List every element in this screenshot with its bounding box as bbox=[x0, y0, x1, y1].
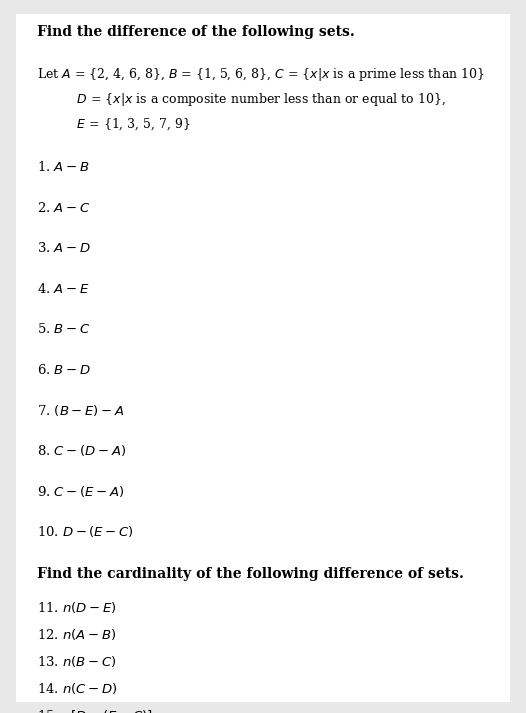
Text: $D$ = {$x$|$x$ is a composite number less than or equal to 10},: $D$ = {$x$|$x$ is a composite number les… bbox=[37, 91, 446, 108]
Text: 4. $A - E$: 4. $A - E$ bbox=[37, 282, 89, 296]
Text: 10. $D - (E - C)$: 10. $D - (E - C)$ bbox=[37, 524, 134, 539]
Text: 6. $B - D$: 6. $B - D$ bbox=[37, 363, 90, 376]
Text: 7. $(B - E) - A$: 7. $(B - E) - A$ bbox=[37, 403, 124, 418]
Text: 14. $n(C - D)$: 14. $n(C - D)$ bbox=[37, 681, 117, 696]
Text: 3. $A - D$: 3. $A - D$ bbox=[37, 241, 90, 255]
Text: 13. $n(B - C)$: 13. $n(B - C)$ bbox=[37, 654, 116, 669]
Text: 9. $C - (E - A)$: 9. $C - (E - A)$ bbox=[37, 484, 124, 499]
FancyBboxPatch shape bbox=[16, 14, 510, 702]
Text: Find the difference of the following sets.: Find the difference of the following set… bbox=[37, 25, 355, 39]
Text: 5. $B - C$: 5. $B - C$ bbox=[37, 322, 90, 336]
Text: 8. $C - (D - A)$: 8. $C - (D - A)$ bbox=[37, 443, 126, 458]
Text: $E$ = {1, 3, 5, 7, 9}: $E$ = {1, 3, 5, 7, 9} bbox=[37, 116, 191, 132]
Text: 1. $A - B$: 1. $A - B$ bbox=[37, 160, 89, 175]
Text: Let $A$ = {2, 4, 6, 8}, $B$ = {1, 5, 6, 8}, $C$ = {$x$|$x$ is a prime less than : Let $A$ = {2, 4, 6, 8}, $B$ = {1, 5, 6, … bbox=[37, 66, 484, 83]
Text: 12. $n(A - B)$: 12. $n(A - B)$ bbox=[37, 627, 116, 642]
Text: 2. $A - C$: 2. $A - C$ bbox=[37, 201, 90, 215]
Text: 15. $n[D - (E - C)]$: 15. $n[D - (E - C)]$ bbox=[37, 708, 153, 713]
Text: 11. $n(D - E)$: 11. $n(D - E)$ bbox=[37, 600, 117, 615]
Text: Find the cardinality of the following difference of sets.: Find the cardinality of the following di… bbox=[37, 568, 464, 581]
